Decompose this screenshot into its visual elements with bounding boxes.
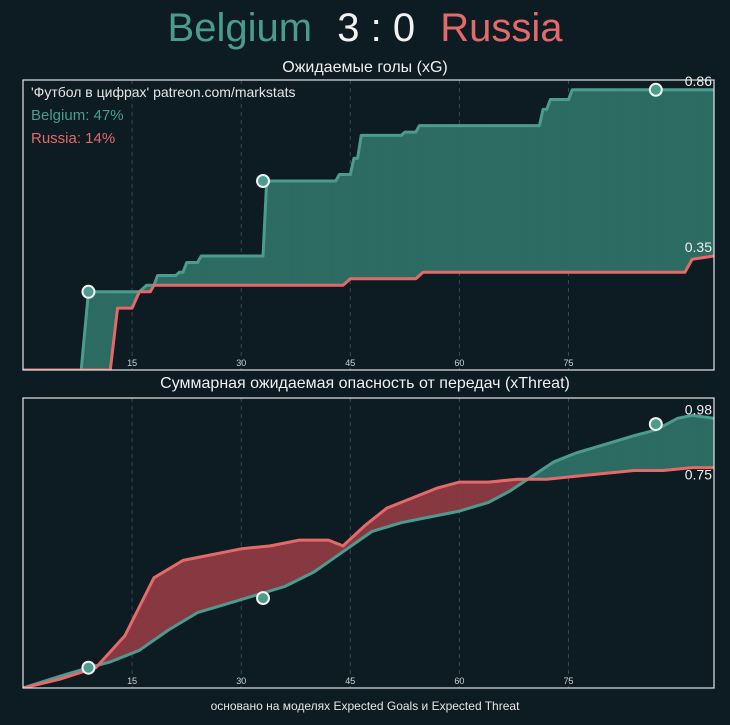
x-tick-label: 75 xyxy=(564,358,574,368)
x-tick-label: 15 xyxy=(127,676,137,686)
series-fill-group xyxy=(23,413,714,688)
score-line: 3 : 0 xyxy=(337,6,415,50)
score-separator: : xyxy=(370,6,382,50)
xt-chart-title: Суммарная ожидаемая опасность от передач… xyxy=(160,375,570,392)
x-tick-label: 60 xyxy=(454,676,464,686)
series-line-russia xyxy=(23,466,714,688)
plot-frame xyxy=(22,397,715,689)
xg-chart: 15 30 45 60 75 0.86 0.35 'Футбол в цифрах' patr… xyxy=(22,73,715,371)
legend-entry-belgium: Belgium: 47% xyxy=(31,107,124,124)
home-team-name: Belgium xyxy=(167,6,313,50)
end-label-away: 0.35 xyxy=(685,239,712,255)
x-tick-label: 45 xyxy=(345,676,355,686)
end-label-home: 0.86 xyxy=(685,73,712,89)
series-line-russia xyxy=(23,254,714,370)
source-annotation: 'Футбол в цифрах' patreon.com/markstats xyxy=(31,84,296,100)
footer-note: основано на моделях Expected Goals и Exp… xyxy=(210,699,520,713)
series-line-belgium xyxy=(23,88,714,370)
x-tick-label: 45 xyxy=(345,358,355,368)
goal-marker xyxy=(256,591,271,606)
goal-marker xyxy=(81,660,96,675)
away-score: 0 xyxy=(392,6,416,50)
xt-chart: 15 30 45 60 75 0.98 0.75 xyxy=(22,397,715,689)
x-tick-label: 60 xyxy=(454,358,464,368)
score-header: Belgium 3 : 0 Russia xyxy=(0,4,730,52)
series-fill-group xyxy=(23,88,714,370)
home-score: 3 xyxy=(337,6,360,50)
end-label-home: 0.98 xyxy=(685,401,712,417)
plot-frame xyxy=(22,79,715,371)
x-tick-label: 30 xyxy=(236,676,246,686)
end-label-away: 0.75 xyxy=(685,467,712,483)
goal-marker xyxy=(648,417,663,432)
x-tick-label: 15 xyxy=(127,358,137,368)
goal-marker xyxy=(256,174,271,189)
away-team-name: Russia xyxy=(440,6,563,50)
goal-marker xyxy=(648,82,663,97)
x-tick-label: 75 xyxy=(564,676,574,686)
series-line-belgium xyxy=(23,413,714,688)
goal-marker xyxy=(81,284,96,299)
x-tick-label: 30 xyxy=(236,358,246,368)
xg-chart-title: Ожидаемые голы (xG) xyxy=(282,59,448,76)
legend-entry-russia: Russia: 14% xyxy=(31,130,115,147)
